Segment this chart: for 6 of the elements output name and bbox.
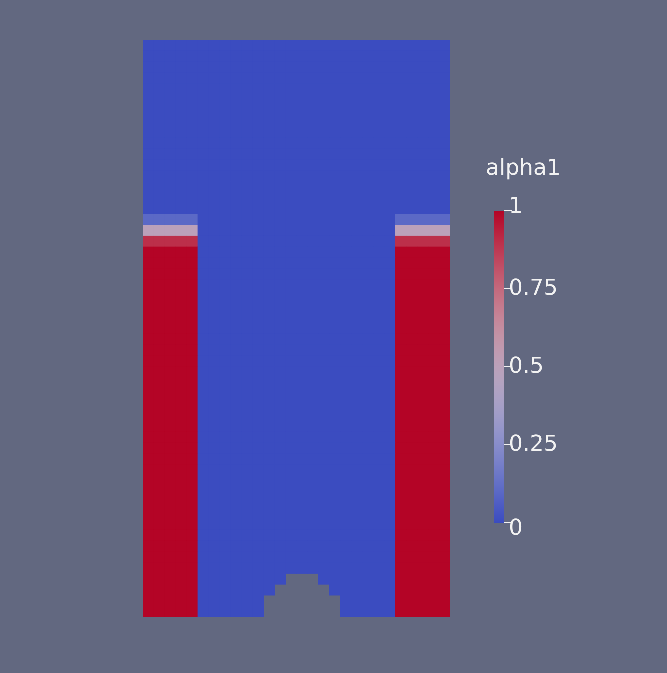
- color-bar-label: 0.5: [509, 354, 544, 380]
- color-bar-label: 1: [509, 194, 523, 220]
- color-bar-label: 0.25: [509, 432, 558, 458]
- color-bar-label: 0: [509, 516, 523, 542]
- color-bar-title: alpha1: [486, 156, 561, 181]
- color-bar-label: 0.75: [509, 276, 558, 302]
